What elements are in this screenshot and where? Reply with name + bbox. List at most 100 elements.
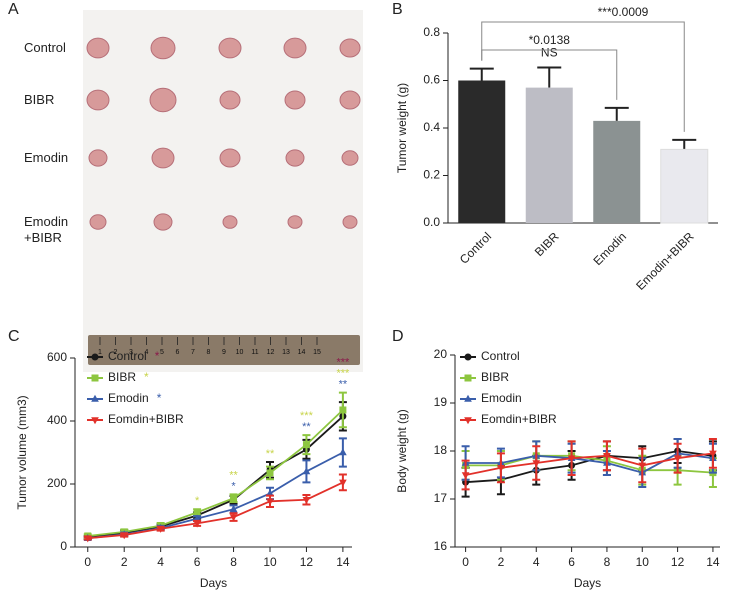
y-axis-label: Tumor weight (g) [395,83,409,173]
ruler-label: 3 [129,349,133,356]
data-point [193,520,201,528]
ruler-label: 5 [160,349,164,356]
data-point [302,441,310,449]
data-point [266,498,274,506]
bar [458,80,506,223]
legend-note: * [157,391,162,405]
row-label: Control [24,40,66,55]
tumor [222,215,238,229]
tumor [86,89,110,111]
data-point [193,514,201,522]
data-point [230,494,238,502]
ruler [88,335,360,365]
x-tick-label: 10 [263,555,277,569]
ruler-label: 15 [313,349,321,356]
significance: *** [336,368,350,380]
x-tick-label: Control [457,229,494,266]
tumor [284,90,306,110]
tumor [150,36,176,60]
y-tick-label: 20 [434,347,448,361]
legend-marker [464,417,472,425]
annotation: NS [541,46,558,60]
data-point [302,467,311,475]
panel-label: D [392,328,404,345]
significance: * [231,480,236,492]
ruler-label: 10 [236,349,244,356]
ruler-label: 4 [145,349,149,356]
data-point [709,450,717,458]
bar [525,87,573,223]
y-tick-label: 19 [434,395,448,409]
ruler-label: 1 [98,349,102,356]
y-tick-label: 200 [47,476,67,490]
legend-label: Control [481,349,520,363]
legend-marker [464,374,472,382]
tumor [339,38,361,58]
tumor [339,90,361,110]
tumor [285,149,305,167]
legend-label: BIBR [481,370,509,384]
tumor [219,148,241,168]
x-tick-label: 6 [194,555,201,569]
data-point [497,465,505,472]
data-point [603,453,611,460]
y-tick-label: 0.8 [423,25,440,39]
ruler-label: 6 [176,349,180,356]
significance: *** [336,357,350,369]
photo-background [83,10,363,372]
data-point [673,455,682,463]
panel-label: B [392,1,403,18]
significance: *** [300,410,314,422]
y-tick-label: 0 [60,539,67,553]
series-line [465,452,714,476]
legend-marker [464,353,472,361]
y-tick-label: 18 [434,443,448,457]
row-label: BIBR [24,92,55,107]
x-tick-label: 14 [706,555,720,569]
legend-marker [91,394,99,402]
legend-note: * [155,349,160,363]
legend-label: BIBR [108,370,136,384]
data-point [339,448,347,456]
data-point [567,455,576,463]
legend-label: Emodin [108,391,149,405]
tumor [149,87,177,113]
legend-marker [464,394,472,402]
tumor [287,215,303,229]
data-point [532,460,541,468]
x-axis-label: Days [574,576,601,590]
legend-label: Emodin [481,391,522,405]
significance: ** [266,448,275,460]
y-tick-label: 16 [434,539,448,553]
y-tick-label: 600 [47,350,67,364]
tumor [86,37,110,59]
panel-label: C [8,328,20,345]
legend-label: Eomdin+BIBR [108,412,184,426]
legend-label: Eomdin+BIBR [481,412,557,426]
y-axis-label: Body weight (g) [395,409,409,492]
ruler-label: 12 [267,349,275,356]
data-point [83,535,92,543]
data-point [229,505,238,512]
legend-marker [91,374,99,382]
x-tick-label: 8 [230,555,237,569]
x-tick-label: 12 [671,555,685,569]
tumor [219,90,241,110]
x-tick-label: 12 [300,555,314,569]
annotation: ***0.0009 [598,5,649,19]
y-axis-label: Tumor volume (mm3) [15,395,29,509]
series-line [87,481,344,540]
tumor [151,147,175,169]
data-point [266,469,274,477]
tumor [341,150,359,166]
legend-label: Control [108,349,147,363]
significance: ** [229,469,238,481]
significance: * [195,495,200,507]
significance: ** [302,421,311,433]
data-point [266,489,274,497]
data-point [193,508,201,516]
data-point [156,525,165,533]
data-point [638,462,647,470]
data-point [461,472,470,480]
